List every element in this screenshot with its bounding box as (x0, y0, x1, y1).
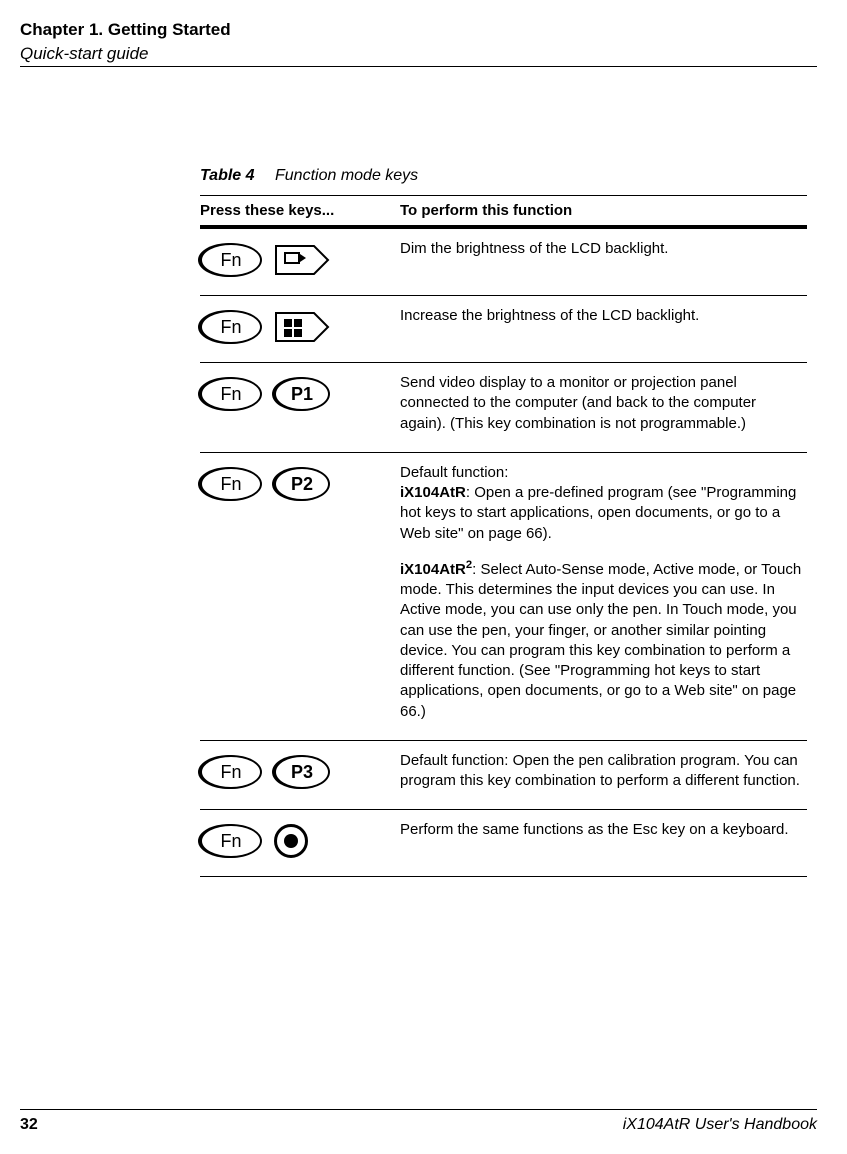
content-area: Table 4 Function mode keys Press these k… (200, 167, 807, 877)
function-description: Send video display to a monitor or proje… (400, 363, 807, 453)
table-row: Fn Dim the brightness of the LCD backlig… (200, 227, 807, 296)
page-number: 32 (20, 1116, 38, 1134)
p3-key-icon: P3 (274, 755, 330, 789)
key-combo: Fn (200, 239, 396, 277)
function-description: Increase the brightness of the LCD backl… (400, 296, 807, 363)
table-caption-label: Table 4 (200, 167, 255, 184)
table-row: Fn P1 Send video display to a monitor or… (200, 363, 807, 453)
fn-key-icon: Fn (200, 755, 262, 789)
table-caption: Table 4 Function mode keys (200, 167, 807, 185)
chapter-title: Chapter 1. Getting Started (20, 20, 817, 40)
column-header-function: To perform this function (400, 196, 807, 228)
fn-key-icon: Fn (200, 377, 262, 411)
page-footer: 32 iX104AtR User's Handbook (20, 1109, 817, 1134)
column-header-keys: Press these keys... (200, 196, 400, 228)
p1-key-icon: P1 (274, 377, 330, 411)
brightness-up-key-icon (274, 311, 330, 343)
function-description: Default function: iX104AtR: Open a pre-d… (400, 452, 807, 740)
table-row: Fn Increase the brightness of the LCD ba… (200, 296, 807, 363)
table-caption-text: Function mode keys (275, 167, 418, 184)
section-subtitle: Quick-start guide (20, 44, 817, 64)
table-row: Fn Perform the same functions as the Esc… (200, 810, 807, 877)
book-title: iX104AtR User's Handbook (623, 1116, 817, 1134)
key-combo: Fn P2 (200, 463, 396, 501)
fn-key-icon: Fn (200, 824, 262, 858)
desc-text: : Select Auto-Sense mode, Active mode, o… (400, 561, 801, 720)
function-description: Perform the same functions as the Esc ke… (400, 810, 807, 877)
key-combo: Fn (200, 820, 396, 858)
model-name-bold: iX104AtR (400, 484, 466, 501)
function-description: Default function: Open the pen calibrati… (400, 740, 807, 810)
header-rule (20, 66, 817, 67)
model-name-bold: iX104AtR (400, 561, 466, 578)
brightness-down-key-icon (274, 244, 330, 276)
table-row: Fn P3 Default function: Open the pen cal… (200, 740, 807, 810)
fn-key-icon: Fn (200, 243, 262, 277)
footer-rule (20, 1109, 817, 1110)
key-combo: Fn (200, 306, 396, 344)
function-keys-table: Press these keys... To perform this func… (200, 195, 807, 877)
table-row: Fn P2 Default function: iX104AtR: Open a… (200, 452, 807, 740)
key-combo: Fn P3 (200, 751, 396, 789)
esc-key-icon (274, 824, 308, 858)
desc-prefix: Default function: (400, 464, 508, 481)
fn-key-icon: Fn (200, 467, 262, 501)
function-description: Dim the brightness of the LCD backlight. (400, 227, 807, 296)
p2-key-icon: P2 (274, 467, 330, 501)
fn-key-icon: Fn (200, 310, 262, 344)
key-combo: Fn P1 (200, 373, 396, 411)
